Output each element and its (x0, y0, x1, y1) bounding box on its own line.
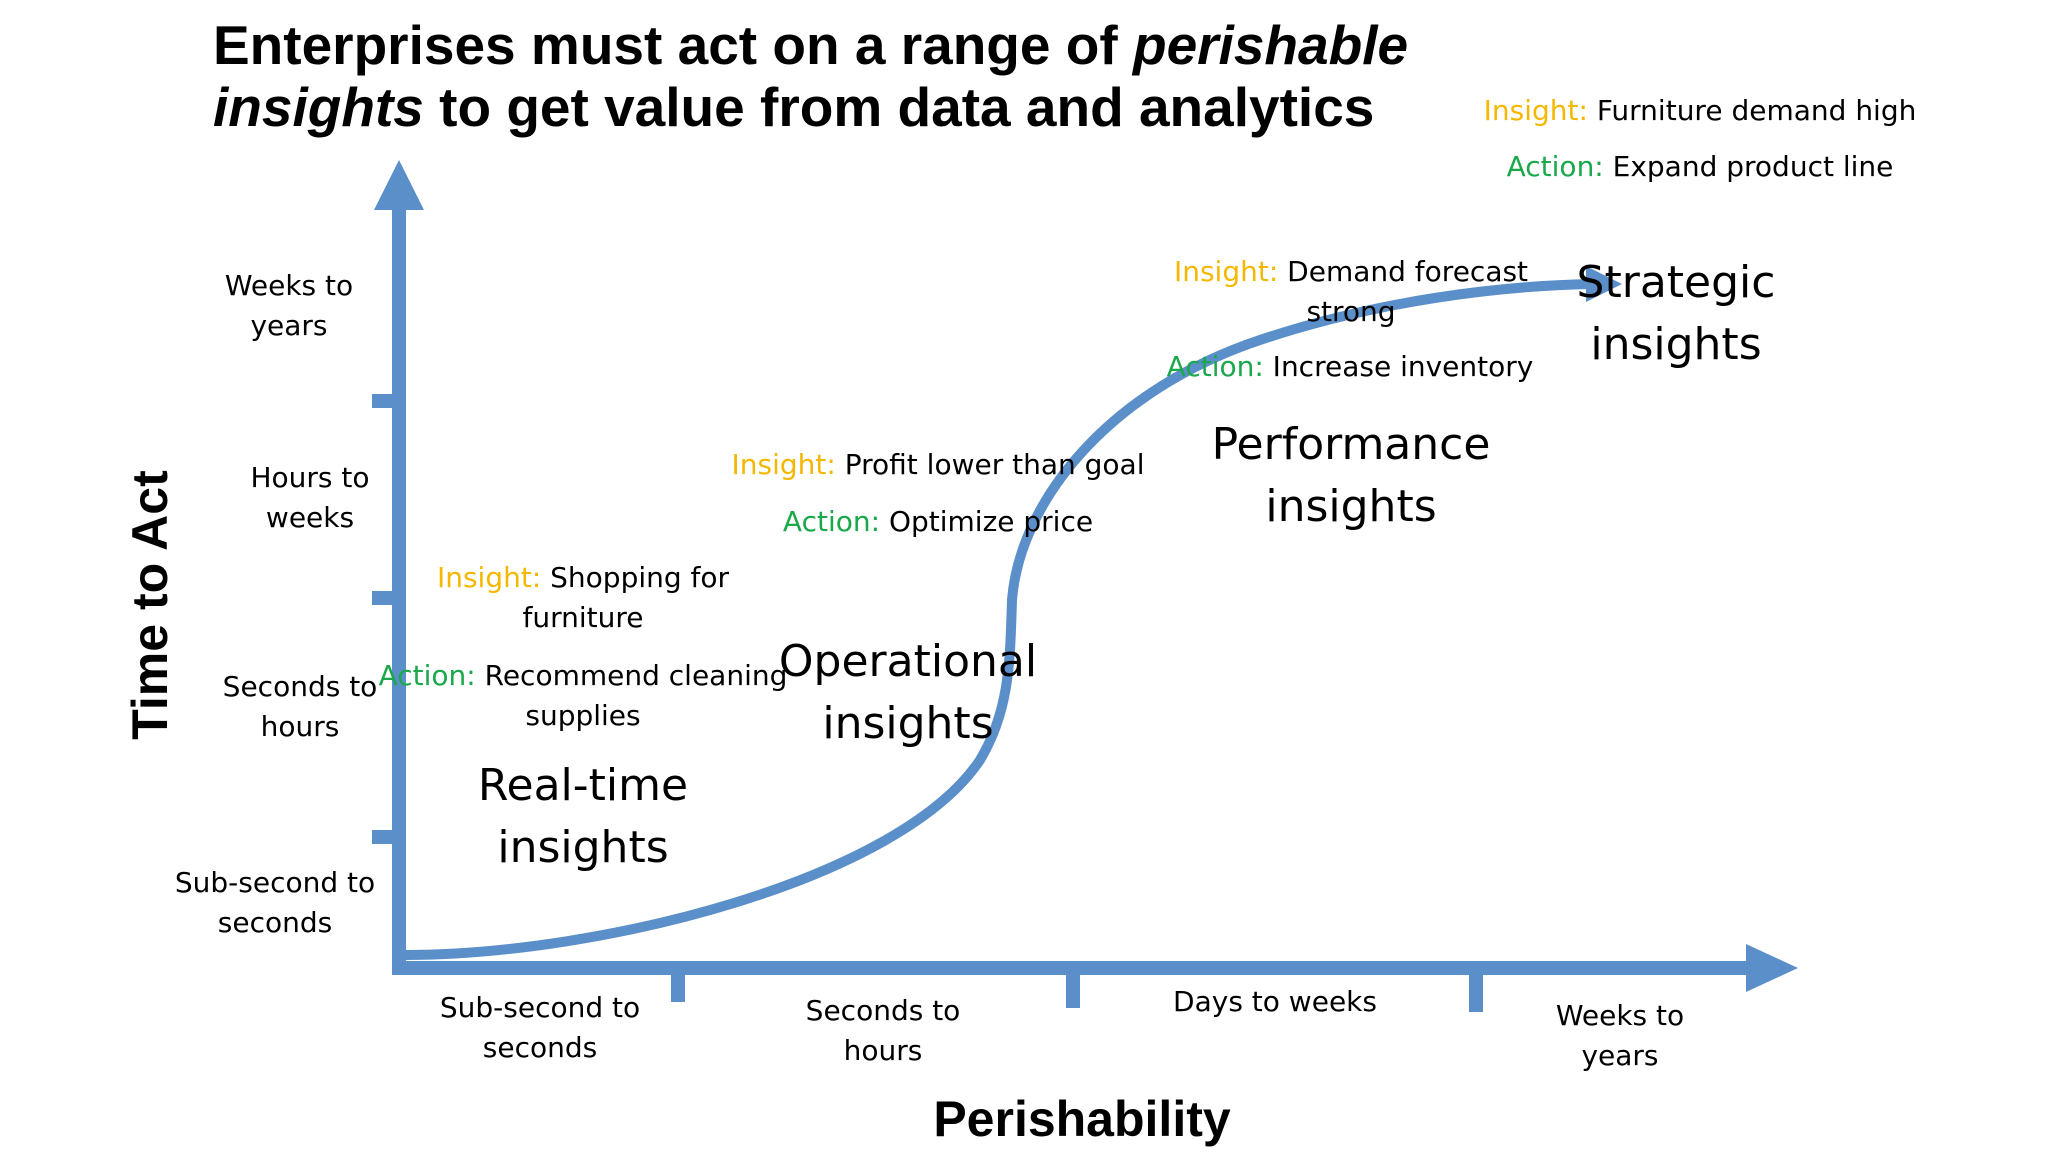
x-label-seconds-to-hours: Seconds to hours (805, 994, 961, 1067)
insight-label: Insight: (731, 448, 836, 481)
curve-arrowhead (1586, 266, 1622, 302)
title-part-4: to get value from data and analytics (423, 76, 1375, 138)
x-label-sub-second-to-seconds: Sub-second to seconds (439, 991, 641, 1064)
x-label-days-to-weeks: Days to weeks (1173, 985, 1377, 1018)
action-label: Action: (1166, 350, 1264, 383)
realtime-insight: Insight: Shopping for furniture (436, 561, 730, 634)
diagram-title: Enterprises must act on a range of peris… (213, 14, 1613, 138)
y-axis-title: Time to Act (122, 470, 178, 740)
operational-insight: Insight: Profit lower than goal (731, 448, 1145, 481)
insight-label: Insight: (436, 561, 542, 594)
x-axis-title: Perishability (933, 1091, 1231, 1147)
action-label: Action: (1506, 150, 1604, 183)
operational-action: Action: Optimize price (782, 505, 1094, 538)
insight-label: Insight: (1483, 94, 1588, 127)
strategic-action: Action: Expand product line (1506, 150, 1894, 183)
title-part-1: Enterprises must act on a range of (213, 14, 1133, 76)
x-axis-arrowhead (1746, 944, 1798, 992)
insight-label: Insight: (1173, 255, 1279, 288)
realtime-action: Action: Recommend cleaning supplies (378, 659, 788, 732)
title-part-3: insights (213, 76, 424, 138)
action-label: Action: (378, 659, 476, 692)
title-part-2: perishable (1132, 14, 1409, 76)
operational-insights-label: Operational insights (778, 636, 1038, 749)
y-label-seconds-to-hours: Seconds to hours (222, 670, 378, 743)
strategic-insight: Insight: Furniture demand high (1483, 94, 1917, 127)
performance-action: Action: Increase inventory (1166, 350, 1534, 383)
strategic-insights-label: Strategic insights (1576, 257, 1776, 370)
realtime-insights-label: Real-time insights (477, 760, 689, 873)
y-label-hours-to-weeks: Hours to weeks (250, 461, 370, 534)
x-label-weeks-to-years: Weeks to years (1555, 999, 1685, 1072)
y-axis-arrowhead (374, 160, 424, 210)
action-label: Action: (782, 505, 881, 538)
y-label-weeks-to-years: Weeks to years (224, 269, 354, 342)
y-label-sub-second-to-seconds: Sub-second to seconds (174, 866, 376, 939)
performance-insight: Insight: Demand forecast strong (1173, 255, 1529, 328)
insight-curve (400, 279, 1595, 960)
performance-insights-label: Performance insights (1211, 419, 1491, 532)
